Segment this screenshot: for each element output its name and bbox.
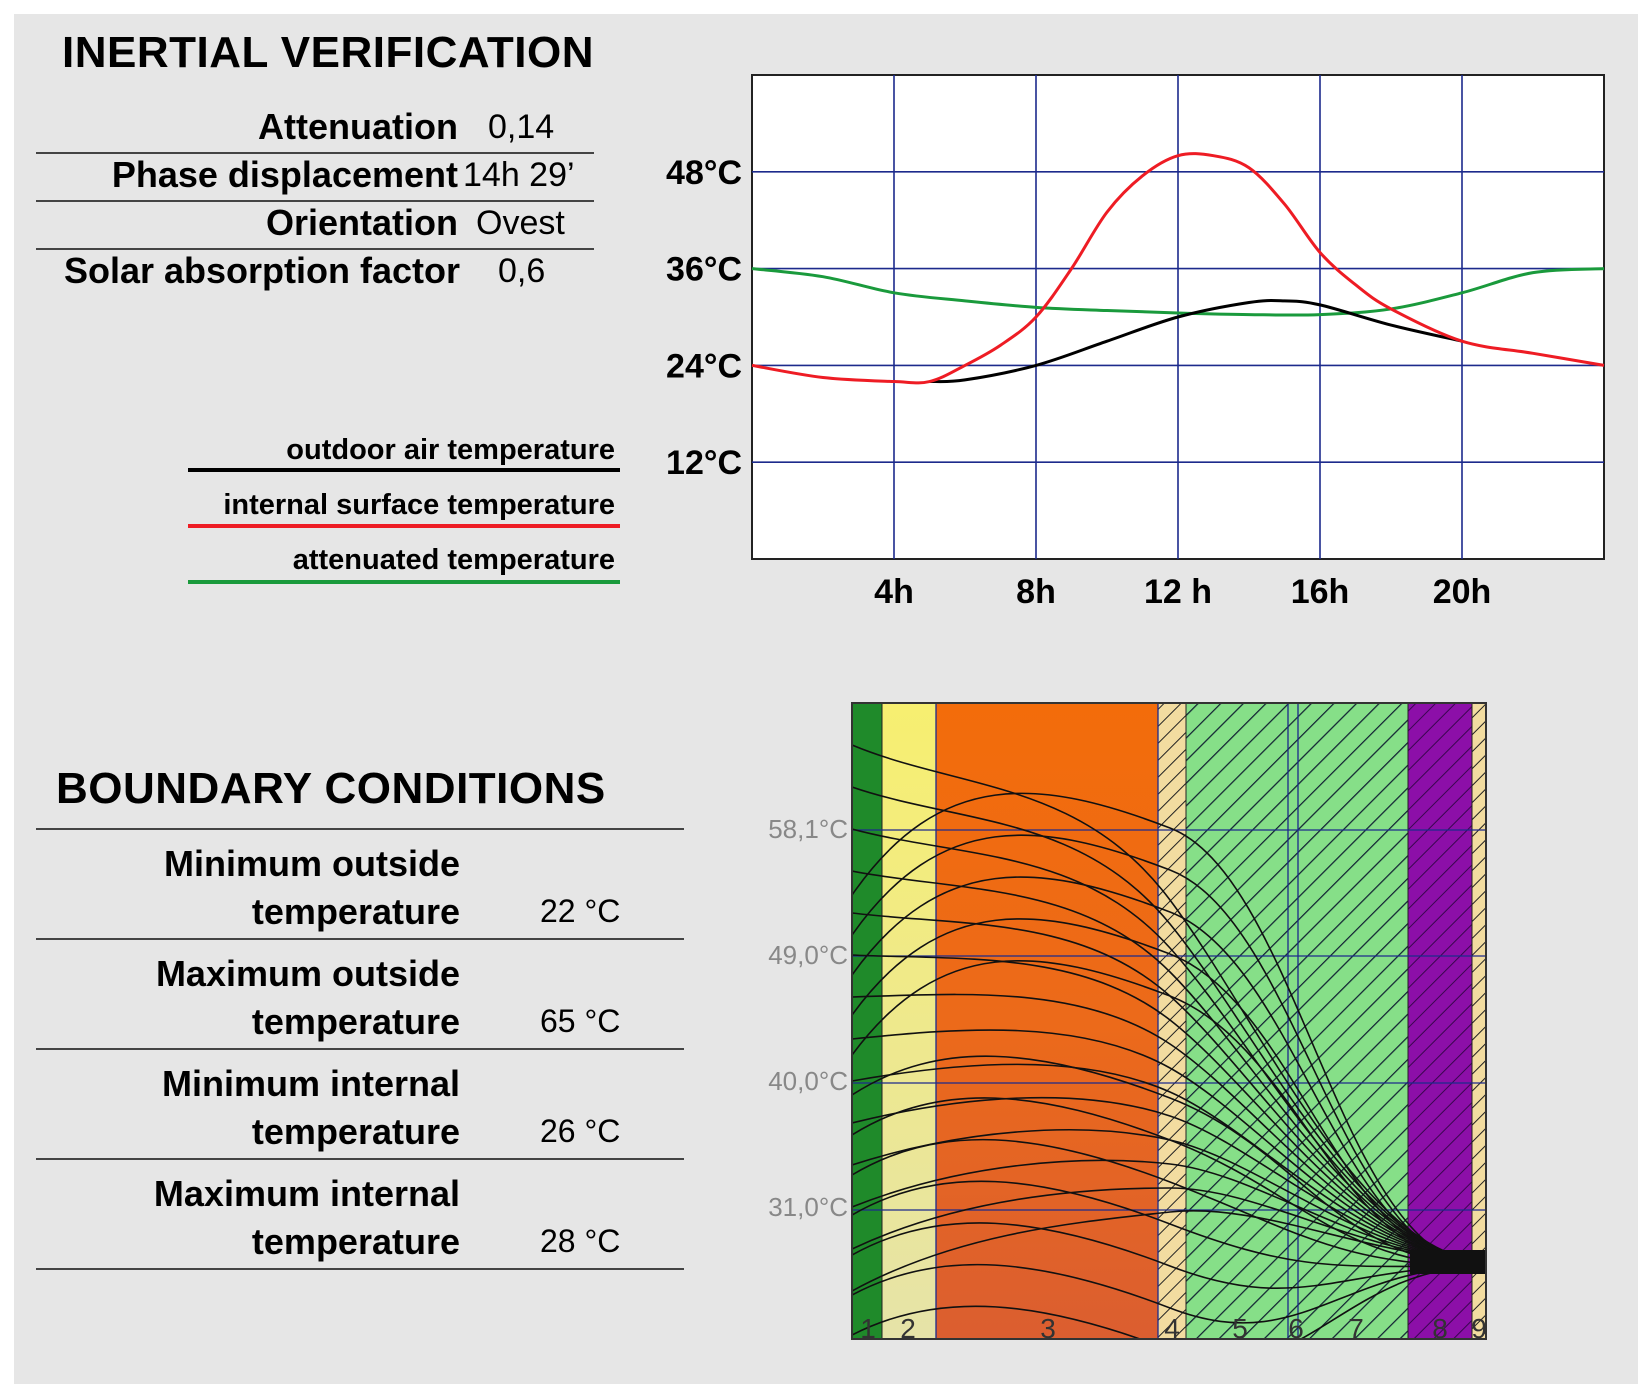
max-internal-value: 28 °C (540, 1223, 621, 1259)
max-outside-label-line2: temperature (251, 1001, 460, 1042)
y-tick-label: 24°C (666, 347, 742, 385)
x-tick-label: 20h (1433, 573, 1492, 611)
solar-absorption-label: Solar absorption factor (63, 250, 460, 291)
min-outside-label-line2: temperature (251, 891, 460, 932)
legend-outdoor-label: outdoor air temperature (286, 434, 615, 466)
y-tick-label: 36°C (666, 251, 742, 289)
attenuation-value: 0,14 (488, 108, 555, 146)
min-outside-label: Minimum outside temperature (60, 840, 460, 936)
inertial-title: INERTIAL VERIFICATION (62, 28, 594, 77)
min-internal-label-line2: temperature (251, 1111, 460, 1152)
boundary-divider (36, 1268, 684, 1270)
legend-attenuated-line (188, 580, 620, 584)
max-internal-label-line1: Maximum internal (153, 1173, 460, 1214)
boundary-title: BOUNDARY CONDITIONS (56, 764, 606, 813)
min-internal-value: 26 °C (540, 1113, 621, 1149)
boundary-divider (36, 828, 684, 830)
orientation-label: Orientation (265, 202, 458, 243)
boundary-divider (36, 1158, 684, 1160)
min-outside-label-line1: Minimum outside (164, 843, 460, 884)
phase-displacement-value: 14h 29’ (463, 156, 575, 194)
orientation-value: Ovest (476, 204, 565, 242)
inertial-divider (36, 248, 594, 250)
min-internal-label-line1: Minimum internal (161, 1063, 460, 1104)
max-internal-label-line2: temperature (251, 1221, 460, 1262)
legend-attenuated-label: attenuated temperature (292, 544, 615, 576)
phase-displacement-label: Phase displacement (111, 154, 458, 195)
boundary-divider (36, 1048, 684, 1050)
min-outside-value: 22 °C (540, 893, 621, 929)
legend-internal-label: internal surface temperature (223, 489, 615, 521)
series-line-outdoor-air-temperature (929, 298, 1463, 384)
x-tick-label: 16h (1291, 573, 1350, 611)
chart-x-ticks: 4h 8h 12 h 16h 20h (874, 573, 1491, 611)
chart-lines (751, 152, 1605, 385)
legend-outdoor-line (188, 468, 620, 472)
max-outside-label-line1: Maximum outside (155, 953, 460, 994)
x-tick-label: 12 h (1144, 573, 1212, 611)
series-line-internal-surface-temperature (751, 152, 1605, 385)
attenuation-label: Attenuation (258, 106, 458, 147)
y-tick-label: 12°C (666, 444, 742, 482)
max-outside-value: 65 °C (540, 1003, 621, 1039)
y-tick-label: 48°C (666, 154, 742, 192)
x-tick-label: 8h (1016, 573, 1056, 611)
solar-absorption-value: 0,6 (498, 252, 546, 290)
inertial-divider (36, 152, 594, 154)
series-line-attenuated-temperature (751, 267, 1605, 317)
max-outside-label: Maximum outside temperature (60, 950, 460, 1046)
max-internal-label: Maximum internal temperature (60, 1170, 460, 1266)
chart-y-ticks: 12°C 24°C 36°C 48°C (666, 154, 742, 482)
temperature-chart: 12°C 24°C 36°C 48°C 4h 8h 12 h 16h 20h (666, 74, 1605, 611)
boundary-divider (36, 938, 684, 940)
min-internal-label: Minimum internal temperature (60, 1060, 460, 1156)
x-tick-label: 4h (874, 573, 914, 611)
legend-internal-line (188, 524, 620, 528)
inertial-divider (36, 200, 594, 202)
